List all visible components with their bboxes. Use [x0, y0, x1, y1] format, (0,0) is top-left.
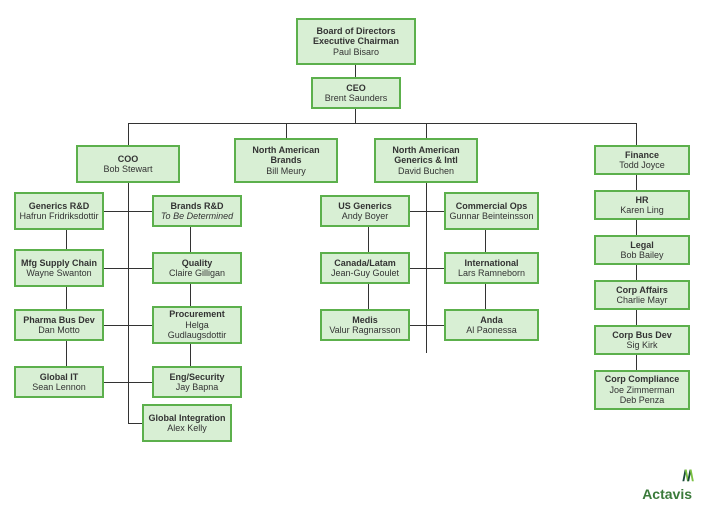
node-engsec: Eng/Security Jay Bapna — [152, 366, 242, 398]
mfg-name: Wayne Swanton — [19, 268, 99, 278]
git-name: Sean Lennon — [19, 382, 99, 392]
anda-title: Anda — [449, 315, 534, 325]
hr-title: HR — [599, 195, 685, 205]
proc-title: Procurement — [157, 309, 237, 319]
compl-name2: Deb Penza — [599, 395, 685, 405]
node-canlat: Canada/Latam Jean-Guy Goulet — [320, 252, 410, 284]
node-usgen: US Generics Andy Boyer — [320, 195, 410, 227]
engsec-name: Jay Bapna — [157, 382, 237, 392]
affairs-title: Corp Affairs — [599, 285, 685, 295]
busdev-title: Corp Bus Dev — [599, 330, 685, 340]
legal-name: Bob Bailey — [599, 250, 685, 260]
node-nagi: North American Generics & Intl David Buc… — [374, 138, 478, 183]
finance-name: Todd Joyce — [599, 160, 685, 170]
git-title: Global IT — [19, 372, 99, 382]
node-brandrd: Brands R&D To Be Determined — [152, 195, 242, 227]
anda-name: Al Paonessa — [449, 325, 534, 335]
node-quality: Quality Claire Gilligan — [152, 252, 242, 284]
node-mfg: Mfg Supply Chain Wayne Swanton — [14, 249, 104, 287]
node-anda: Anda Al Paonessa — [444, 309, 539, 341]
node-ceo: CEO Brent Saunders — [311, 77, 401, 109]
usgen-title: US Generics — [325, 201, 405, 211]
nab-name: Bill Meury — [239, 166, 333, 176]
node-pbd: Pharma Bus Dev Dan Motto — [14, 309, 104, 341]
node-git: Global IT Sean Lennon — [14, 366, 104, 398]
medis-title: Medis — [325, 315, 405, 325]
brandrd-title: Brands R&D — [157, 201, 237, 211]
engsec-title: Eng/Security — [157, 372, 237, 382]
conn — [355, 109, 356, 123]
node-finance: Finance Todd Joyce — [594, 145, 690, 175]
nagi-name: David Buchen — [379, 166, 473, 176]
canlat-name: Jean-Guy Goulet — [325, 268, 405, 278]
nagi-title: North American Generics & Intl — [379, 145, 473, 166]
intl-title: International — [449, 258, 534, 268]
pbd-title: Pharma Bus Dev — [19, 315, 99, 325]
genrd-name: Hafrun Fridriksdottir — [19, 211, 99, 221]
node-ginteg: Global Integration Alex Kelly — [142, 404, 232, 442]
conn — [128, 423, 142, 424]
node-busdev: Corp Bus Dev Sig Kirk — [594, 325, 690, 355]
conn — [128, 123, 636, 124]
node-comops: Commercial Ops Gunnar Beinteinsson — [444, 192, 539, 230]
intl-name: Lars Ramneborn — [449, 268, 534, 278]
node-legal: Legal Bob Bailey — [594, 235, 690, 265]
comops-name: Gunnar Beinteinsson — [449, 211, 534, 221]
coo-title: COO — [81, 154, 175, 164]
ceo-name: Brent Saunders — [316, 93, 396, 103]
board-name: Paul Bisaro — [301, 47, 411, 57]
ceo-title: CEO — [316, 83, 396, 93]
busdev-name: Sig Kirk — [599, 340, 685, 350]
board-title1: Board of Directors — [301, 26, 411, 36]
coo-name: Bob Stewart — [81, 164, 175, 174]
logo: /\/\ Actavis — [642, 468, 692, 502]
board-title2: Executive Chairman — [301, 36, 411, 46]
conn — [190, 211, 191, 383]
comops-title: Commercial Ops — [449, 201, 534, 211]
node-affairs: Corp Affairs Charlie Mayr — [594, 280, 690, 310]
node-compl: Corp Compliance Joe Zimmerman Deb Penza — [594, 370, 690, 410]
affairs-name: Charlie Mayr — [599, 295, 685, 305]
proc-name: Helga Gudlaugsdottir — [157, 320, 237, 341]
nab-title: North American Brands — [239, 145, 333, 166]
node-hr: HR Karen Ling — [594, 190, 690, 220]
node-genrd: Generics R&D Hafrun Fridriksdottir — [14, 192, 104, 230]
logo-mark-icon: /\/\ — [642, 468, 692, 486]
usgen-name: Andy Boyer — [325, 211, 405, 221]
conn — [128, 183, 129, 423]
quality-name: Claire Gilligan — [157, 268, 237, 278]
logo-text: Actavis — [642, 486, 692, 502]
conn — [66, 211, 67, 383]
node-intl: International Lars Ramneborn — [444, 252, 539, 284]
pbd-name: Dan Motto — [19, 325, 99, 335]
quality-title: Quality — [157, 258, 237, 268]
brandrd-name: To Be Determined — [157, 211, 237, 221]
node-board: Board of Directors Executive Chairman Pa… — [296, 18, 416, 65]
legal-title: Legal — [599, 240, 685, 250]
hr-name: Karen Ling — [599, 205, 685, 215]
node-medis: Medis Valur Ragnarsson — [320, 309, 410, 341]
ginteg-title: Global Integration — [147, 413, 227, 423]
node-nab: North American Brands Bill Meury — [234, 138, 338, 183]
ginteg-name: Alex Kelly — [147, 423, 227, 433]
compl-name1: Joe Zimmerman — [599, 385, 685, 395]
finance-title: Finance — [599, 150, 685, 160]
conn — [355, 65, 356, 77]
canlat-title: Canada/Latam — [325, 258, 405, 268]
mfg-title: Mfg Supply Chain — [19, 258, 99, 268]
medis-name: Valur Ragnarsson — [325, 325, 405, 335]
genrd-title: Generics R&D — [19, 201, 99, 211]
conn — [128, 123, 129, 145]
node-proc: Procurement Helga Gudlaugsdottir — [152, 306, 242, 344]
compl-title: Corp Compliance — [599, 374, 685, 384]
node-coo: COO Bob Stewart — [76, 145, 180, 183]
